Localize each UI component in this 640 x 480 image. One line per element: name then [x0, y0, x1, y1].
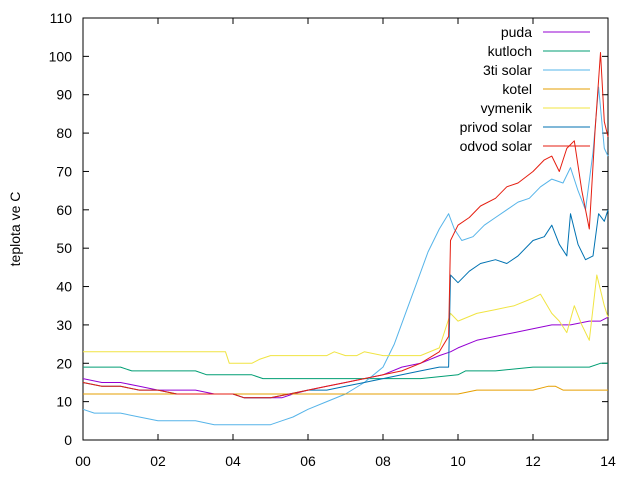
y-tick-label: 70	[56, 163, 72, 179]
plot-frame	[82, 17, 609, 441]
series-line-kotel	[83, 385, 608, 395]
legend-label: puda	[501, 24, 532, 40]
y-axis-label: teplota ve C	[7, 192, 23, 267]
y-tick-label: 10	[56, 394, 72, 410]
series-line-puda	[82, 316, 609, 399]
y-tick-label: 0	[64, 432, 72, 448]
series-line-3ti-solar	[82, 86, 609, 426]
x-tick-label: 02	[150, 453, 166, 469]
x-tick-label: 12	[525, 453, 541, 469]
x-tick-label: 08	[375, 453, 391, 469]
x-tick-label: 10	[450, 453, 466, 469]
series-line-vymenik	[83, 274, 609, 364]
y-tick-label: 30	[56, 317, 72, 333]
legend-label: 3ti solar	[483, 62, 532, 78]
x-tick-label: 04	[225, 453, 241, 469]
legend-label: odvod solar	[460, 138, 533, 154]
y-tick-label: 80	[56, 125, 72, 141]
legend: puda kutloch 3ti solar kotel vymenik privod s…	[460, 24, 590, 154]
legend-label: vymenik	[481, 100, 533, 116]
y-tick-label: 90	[56, 87, 72, 103]
y-tick-label: 40	[56, 279, 72, 295]
x-tick-label: 14	[600, 453, 616, 469]
y-tick-label: 20	[56, 355, 72, 371]
y-tick-label: 60	[56, 202, 72, 218]
series-line-privod-solar	[82, 209, 609, 399]
legend-label: kotel	[502, 81, 532, 97]
x-tick-label: 06	[300, 453, 316, 469]
y-tick-label: 50	[56, 240, 72, 256]
series-lines	[82, 52, 609, 426]
y-axis-ticks: 0 10 20 30 40 50 60 70 80 90 100 110	[49, 10, 608, 448]
y-tick-label: 100	[49, 48, 73, 64]
x-axis-ticks: 00 02 04 06 08 10 12 14	[75, 18, 616, 469]
y-tick-label: 110	[50, 10, 73, 26]
legend-label: privod solar	[460, 119, 533, 135]
series-line-kutloch	[83, 362, 608, 380]
x-tick-label: 00	[75, 453, 91, 469]
legend-label: kutloch	[488, 43, 532, 59]
